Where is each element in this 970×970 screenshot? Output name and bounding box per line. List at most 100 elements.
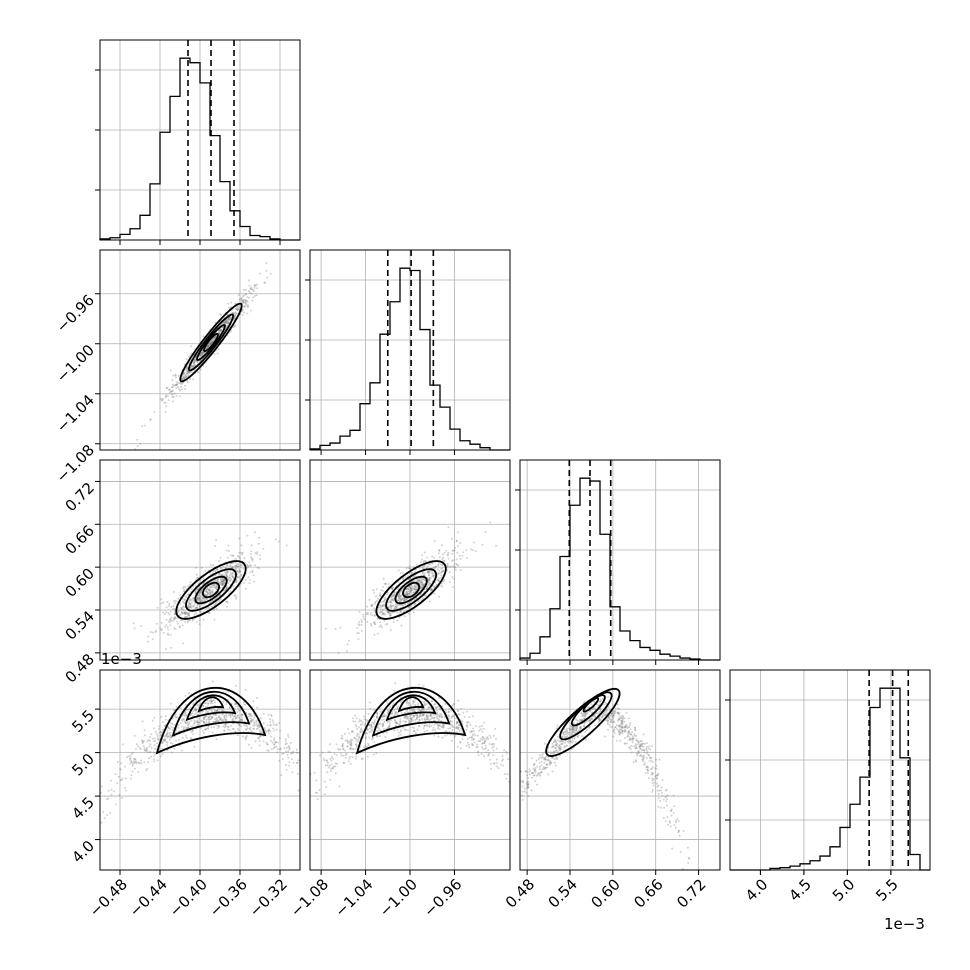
scatter-point [410,719,413,722]
scatter-point [397,569,400,572]
scatter-point [592,715,595,718]
scatter-point [171,396,174,399]
scatter-point [450,709,453,712]
scatter-point [407,590,410,593]
scatter-point [418,578,421,581]
scatter-point [377,632,380,635]
scatter-point [301,759,303,761]
scatter-point [440,713,443,716]
scatter-point [172,617,175,620]
scatter-point [412,591,415,594]
scatter-point [199,600,202,603]
scatter-point [410,720,413,723]
scatter-point [295,751,298,754]
scatter-point [203,721,205,723]
scatter-point [143,747,146,750]
scatter-point [244,738,247,741]
scatter-point [383,713,386,716]
scatter-point [413,575,416,578]
scatter-point [241,713,244,716]
scatter-point [388,708,391,711]
scatter-point [218,718,221,721]
scatter-point [399,718,402,720]
scatter-point [398,594,401,597]
scatter-point [184,384,187,387]
scatter-point [422,709,425,711]
scatter-point [628,732,631,735]
scatter-point [348,747,351,750]
scatter-point [372,589,375,592]
scatter-point [245,587,247,590]
scatter-point [367,712,370,715]
scatter-point [442,569,445,572]
scatter-point [461,720,464,723]
scatter-point [433,713,436,716]
scatter-point [211,680,214,683]
scatter-point [275,745,278,748]
scatter-point [229,572,232,575]
scatter-point [183,598,186,601]
scatter-point [215,585,218,588]
scatter-point [620,717,623,720]
scatter-point [193,613,196,615]
scatter-point [218,332,221,334]
scatter-point [606,719,609,722]
scatter-point [396,619,399,622]
scatter-point [246,312,249,315]
scatter-point [466,767,469,770]
scatter-point [173,612,176,615]
scatter-point [237,555,240,558]
scatter-point [239,718,242,721]
contour-level [397,696,425,713]
scatter-point [428,724,431,726]
scatter-point [215,709,218,712]
scatter-point [421,586,424,589]
scatter-point [121,777,124,780]
scatter-point [449,733,452,736]
scatter-point [161,742,164,744]
scatter-point [267,729,270,732]
scatter-point [232,719,235,722]
scatter-point [306,789,308,791]
scatter-point [244,736,247,739]
scatter-point [168,613,171,616]
scatter-point [466,724,469,727]
scatter-point [496,822,498,824]
scatter-point [376,713,379,716]
scatter-point [370,726,373,728]
scatter-point [170,619,173,622]
scatter-point [368,731,371,734]
scatter-point [270,713,273,716]
scatter-point [427,570,430,573]
scatter-point [329,757,332,760]
scatter-point [366,729,369,732]
scatter-point [319,754,321,757]
scatter-point [164,402,167,404]
scatter-point [187,371,190,374]
scatter-point [231,565,234,568]
scatter-point [237,714,239,717]
scatter-point [416,714,419,717]
scatter-point [390,605,393,608]
scatter-point [290,830,292,832]
scatter-point [491,746,494,749]
scatter-point [292,761,295,764]
scatter-point [418,715,420,718]
scatter-point [356,632,359,634]
scatter-point [484,739,487,742]
scatter-point [410,718,412,721]
scatter-point [489,762,492,765]
scatter-point [229,713,232,716]
scatter-point [477,750,480,753]
scatter-point [228,579,231,582]
scatter-point [405,587,408,590]
scatter-point [250,715,253,718]
scatter-point [481,736,484,739]
scatter-point [181,606,184,609]
scatter-point [412,586,414,589]
scatter-point [536,765,539,768]
scatter-point [199,600,202,603]
scatter-point [222,579,225,581]
scatter-point [407,587,409,590]
scatter-point [423,582,426,585]
